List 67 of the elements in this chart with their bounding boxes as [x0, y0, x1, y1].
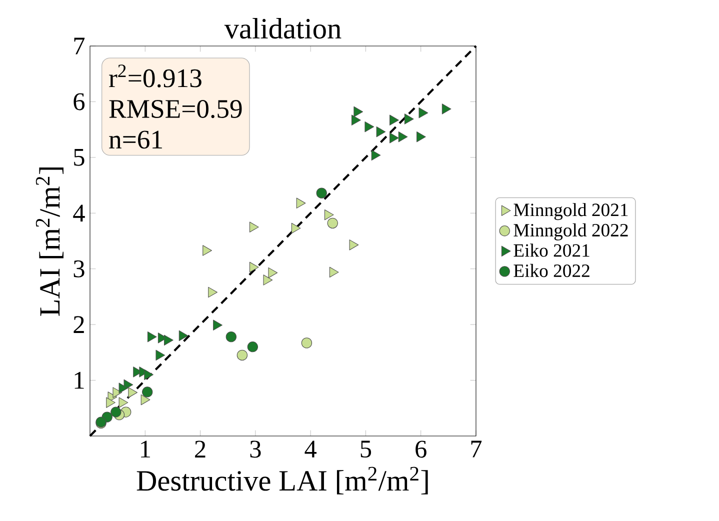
- point: [354, 106, 364, 118]
- point: [416, 131, 426, 142]
- point: [247, 342, 258, 352]
- point: [144, 369, 154, 380]
- point: [324, 209, 334, 220]
- point: [178, 330, 188, 342]
- point: [112, 387, 122, 398]
- legend-label: Minngold 2021: [514, 203, 628, 220]
- point: [316, 188, 327, 198]
- legend-label: Eiko 2022: [514, 264, 590, 278]
- point: [213, 320, 222, 330]
- point: [164, 334, 174, 346]
- y-axis-title: LAI [m$^{2}$/m$^{2}$]: [36, 167, 64, 316]
- point: [329, 266, 339, 278]
- point: [140, 394, 150, 406]
- point: [371, 150, 381, 161]
- point: [268, 267, 278, 278]
- point: [291, 222, 301, 234]
- x-tick-label: 1: [141, 440, 150, 458]
- y-tick-label: 6: [74, 93, 85, 110]
- point: [142, 386, 153, 398]
- point: [398, 131, 408, 142]
- point: [404, 114, 414, 124]
- point: [349, 240, 359, 250]
- point: [327, 218, 338, 228]
- point: [208, 286, 218, 298]
- x-tick-label: 2: [195, 440, 206, 458]
- y-tick-label: 7: [74, 38, 85, 54]
- point: [296, 198, 306, 208]
- y-tick-label: 1: [74, 372, 84, 389]
- point: [364, 121, 374, 132]
- point: [249, 262, 259, 273]
- point: [106, 397, 116, 408]
- point: [118, 397, 128, 408]
- point: [110, 406, 122, 418]
- x-tick-label: 3: [250, 440, 261, 458]
- point: [263, 274, 273, 286]
- point: [351, 114, 361, 126]
- annotation: RMSE=0.59: [109, 100, 242, 118]
- point: [442, 104, 452, 114]
- x-tick-label: 7: [471, 440, 482, 458]
- point: [301, 338, 312, 348]
- y-tick-label: 3: [74, 260, 84, 278]
- chart-title: validation: [224, 18, 342, 39]
- point: [226, 331, 236, 342]
- point: [236, 350, 248, 361]
- point: [390, 132, 399, 144]
- point: [128, 387, 138, 398]
- x-axis-title: Destructive LAI [m$^{2}$/m$^{2}$]: [136, 466, 428, 494]
- y-tick-label: 2: [74, 316, 84, 333]
- point: [390, 114, 399, 126]
- point: [376, 126, 386, 138]
- point: [418, 108, 428, 118]
- legend-label: Minngold 2022: [514, 223, 628, 240]
- x-tick-label: 5: [360, 440, 372, 458]
- point: [202, 245, 212, 256]
- x-tick-label: 4: [304, 440, 317, 458]
- x-tick-label: 6: [416, 440, 426, 458]
- point: [249, 222, 259, 232]
- legend-label: Eiko 2021: [514, 244, 590, 257]
- y-tick-label: 5: [74, 149, 84, 166]
- point: [147, 331, 157, 342]
- annotation: n=61: [109, 130, 162, 149]
- point: [118, 382, 128, 394]
- annotation: r$^{2}$=0.913: [109, 64, 202, 88]
- y-tick-label: 4: [73, 204, 85, 222]
- point: [156, 350, 166, 361]
